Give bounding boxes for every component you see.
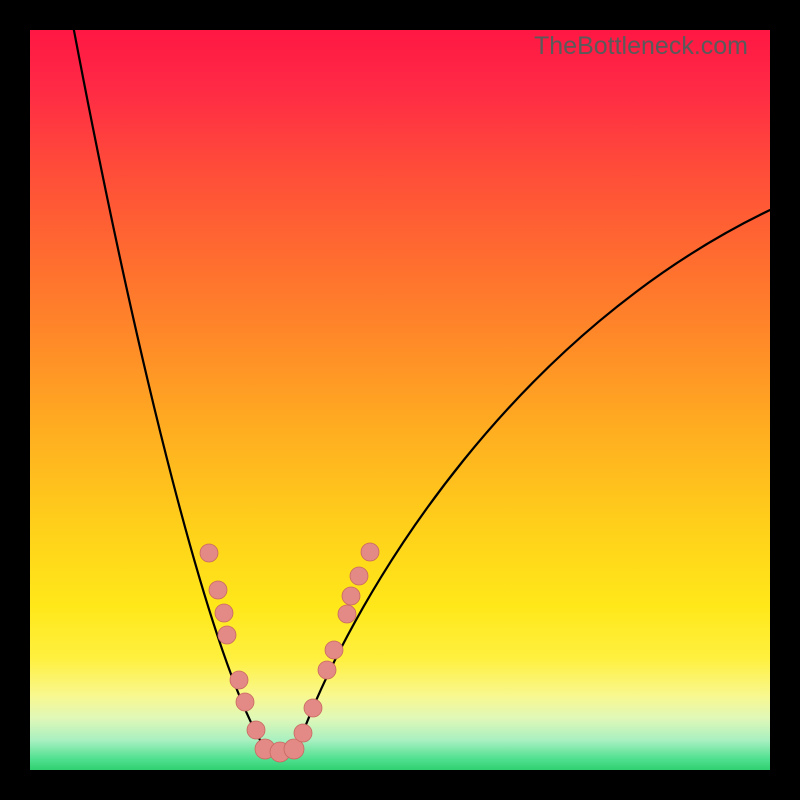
data-point [215, 604, 233, 622]
data-point [200, 544, 218, 562]
watermark-text: TheBottleneck.com [534, 32, 748, 61]
plot-area [30, 30, 770, 770]
data-point [350, 567, 368, 585]
data-point [294, 724, 312, 742]
chart-frame: TheBottleneck.com [0, 0, 800, 800]
data-point [318, 661, 336, 679]
data-point [325, 641, 343, 659]
data-point [209, 581, 227, 599]
data-point [236, 693, 254, 711]
data-point [230, 671, 248, 689]
data-point [342, 587, 360, 605]
data-point [247, 721, 265, 739]
data-point [304, 699, 322, 717]
bottleneck-curve [72, 30, 770, 749]
data-point [361, 543, 379, 561]
data-point [338, 605, 356, 623]
data-point [218, 626, 236, 644]
chart-svg [30, 30, 770, 770]
